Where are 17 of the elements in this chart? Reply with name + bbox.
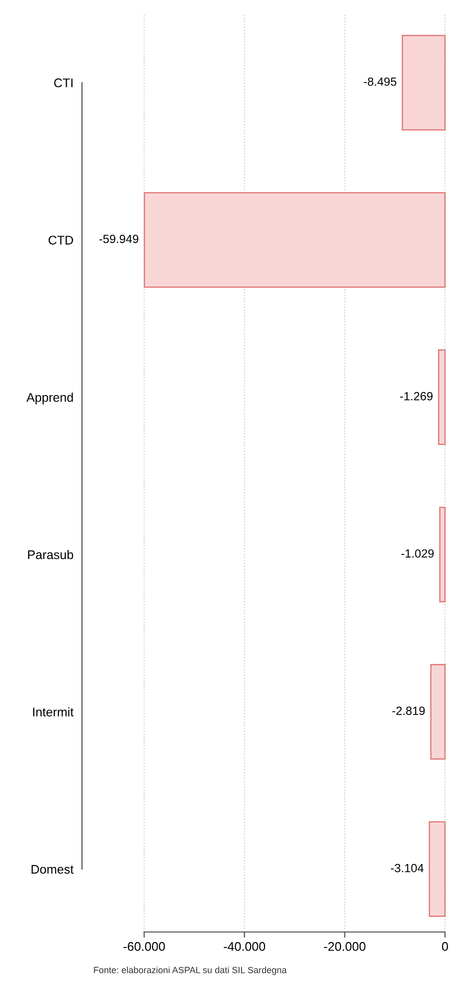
y-tick-label: Apprend <box>26 392 73 404</box>
data-label: -2.819 <box>392 706 425 715</box>
x-tick-label: 0 <box>442 942 448 951</box>
x-tick-label: -60.000 <box>124 942 165 951</box>
y-tick-label: Intermit <box>33 707 74 716</box>
data-label: -1.029 <box>401 549 434 558</box>
y-tick-label: CTD <box>48 236 74 245</box>
x-tick-label: -40.000 <box>224 942 266 951</box>
data-label: -3.104 <box>390 864 424 872</box>
data-label: -8.495 <box>364 77 396 86</box>
y-tick-label: CTI <box>54 78 73 88</box>
data-label: -1.269 <box>400 392 433 400</box>
y-tick-label: Parasub <box>28 550 74 560</box>
data-label: -59.949 <box>99 234 138 244</box>
x-tick-label: -20.000 <box>324 942 366 951</box>
y-tick-label: Domest <box>32 865 74 874</box>
source-note: Fonte: elaborazioni ASPAL su dati SIL Sardegna <box>94 966 287 975</box>
